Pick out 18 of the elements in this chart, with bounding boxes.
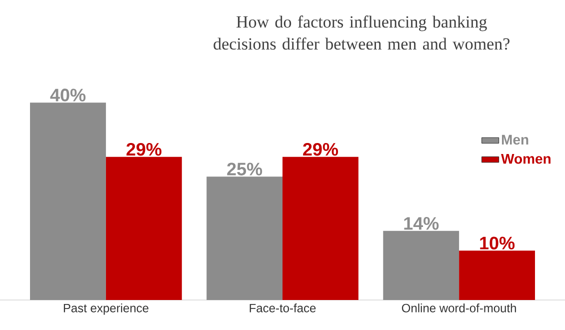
data-label: 29% bbox=[303, 142, 338, 156]
bar bbox=[282, 156, 358, 300]
data-label: 14% bbox=[404, 217, 439, 230]
legend-label: Men bbox=[502, 134, 528, 145]
bar bbox=[383, 230, 460, 300]
data-label: 29% bbox=[126, 142, 162, 156]
bar bbox=[206, 176, 283, 300]
data-label: 25% bbox=[227, 162, 262, 176]
chart-title: How do factors influencing banking decisions differ between men and women? bbox=[214, 16, 510, 50]
bar bbox=[30, 102, 106, 300]
bar bbox=[106, 156, 182, 300]
x-tick-label: Past experience bbox=[64, 304, 148, 315]
x-tick-label: Face-to-face bbox=[250, 304, 316, 312]
bar bbox=[459, 250, 535, 300]
legend-label: Women bbox=[501, 154, 550, 164]
data-label: 10% bbox=[480, 236, 515, 250]
data-label: 40% bbox=[50, 88, 86, 102]
x-tick-label: Online word-of-mouth bbox=[402, 304, 516, 312]
